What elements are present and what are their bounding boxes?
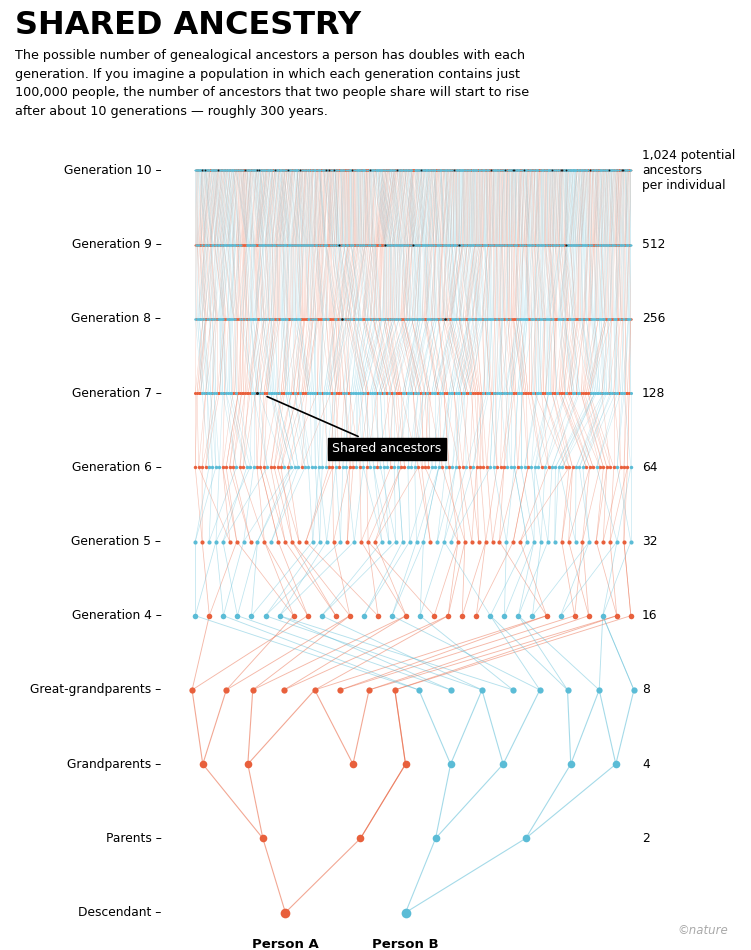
Text: 128: 128 [642, 387, 665, 400]
Text: Great-grandparents –: Great-grandparents – [30, 683, 161, 696]
Text: Generation 8 –: Generation 8 – [71, 313, 161, 325]
Text: SHARED ANCESTRY: SHARED ANCESTRY [15, 10, 361, 41]
Text: 32: 32 [642, 535, 658, 548]
Text: 64: 64 [642, 461, 658, 474]
Text: 8: 8 [642, 683, 650, 696]
Text: Parents –: Parents – [106, 832, 161, 845]
Text: Person A: Person A [252, 938, 318, 950]
Text: Grandparents –: Grandparents – [68, 758, 161, 770]
Text: Generation 4 –: Generation 4 – [71, 609, 161, 622]
Text: 16: 16 [642, 609, 658, 622]
Text: 1,024 potential
ancestors
per individual: 1,024 potential ancestors per individual [642, 149, 735, 192]
Text: Person B: Person B [372, 938, 439, 950]
Text: 4: 4 [642, 758, 650, 770]
Text: Generation 5 –: Generation 5 – [71, 535, 161, 548]
Text: Generation 6 –: Generation 6 – [71, 461, 161, 474]
Text: ©nature: ©nature [677, 923, 728, 937]
Text: Generation 9 –: Generation 9 – [71, 238, 161, 251]
Text: 512: 512 [642, 238, 665, 251]
Text: Descendant –: Descendant – [78, 906, 161, 919]
Text: Generation 10 –: Generation 10 – [64, 164, 161, 177]
Text: 2: 2 [642, 832, 650, 845]
Text: 256: 256 [642, 313, 665, 325]
Text: Shared ancestors: Shared ancestors [267, 396, 442, 455]
Text: The possible number of genealogical ancestors a person has doubles with each
gen: The possible number of genealogical ance… [15, 49, 529, 118]
Text: Generation 7 –: Generation 7 – [71, 387, 161, 400]
